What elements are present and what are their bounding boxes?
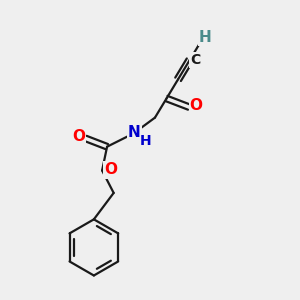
Text: O: O	[104, 162, 117, 177]
Text: N: N	[128, 125, 140, 140]
Text: H: H	[199, 30, 211, 45]
Text: O: O	[72, 129, 85, 144]
Text: O: O	[190, 98, 203, 113]
Text: H: H	[140, 134, 152, 148]
Text: C: C	[190, 53, 201, 67]
